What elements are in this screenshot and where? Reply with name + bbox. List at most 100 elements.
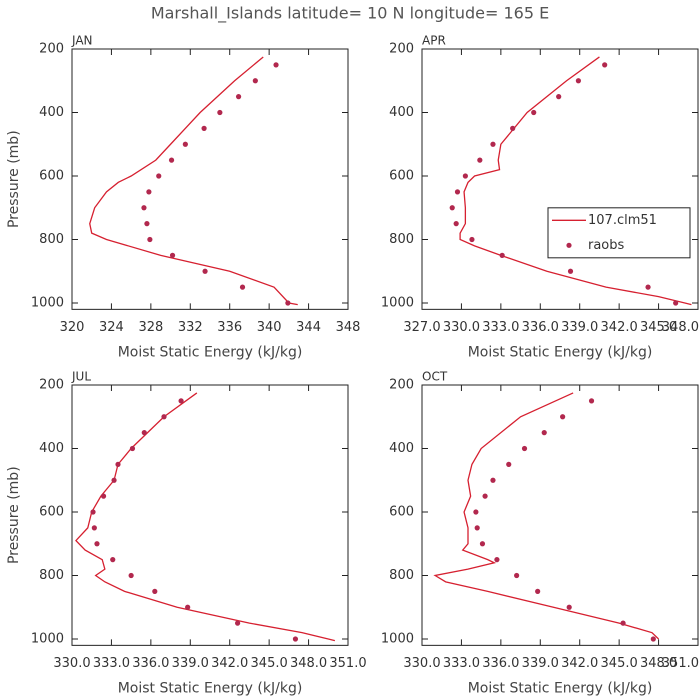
obs-point <box>490 477 496 483</box>
obs-point <box>141 430 147 436</box>
x-tick-label: 333.0 <box>443 656 480 671</box>
x-tick-label: 328 <box>138 320 163 335</box>
obs-point <box>91 525 97 531</box>
x-tick-label: 348.0 <box>662 320 699 335</box>
obs-point <box>144 221 150 227</box>
obs-point <box>454 189 461 195</box>
y-tick-label: 400 <box>39 105 64 120</box>
obs-point <box>477 157 483 163</box>
obs-point <box>235 620 241 626</box>
obs-point <box>128 572 134 579</box>
plot-frame <box>421 48 699 310</box>
y-tick-label: 800 <box>389 232 414 247</box>
x-tick-label: 348.0 <box>290 656 327 671</box>
obs-point <box>292 636 299 642</box>
figure-title: Marshall_Islands latitude= 10 N longitud… <box>151 4 549 24</box>
x-axis-label: Moist Static Energy (kJ/kg) <box>118 344 303 360</box>
y-tick-label: 1000 <box>31 632 64 647</box>
obs-point <box>490 141 496 147</box>
x-tick-label: 345.0 <box>251 656 288 671</box>
obs-point <box>494 557 500 563</box>
panel-title: APR <box>422 34 446 48</box>
x-tick-label: 324 <box>99 320 124 335</box>
x-tick-label: 342.0 <box>561 656 598 671</box>
y-tick-label: 600 <box>389 169 414 184</box>
y-axis-label: Pressure (mb) <box>6 466 22 564</box>
obs-point <box>146 189 152 195</box>
obs-point <box>202 268 208 274</box>
legend-swatch <box>566 242 572 248</box>
obs-point <box>168 157 175 163</box>
obs-point <box>567 268 574 274</box>
obs-point <box>161 414 167 420</box>
legend-label: 107.clm51 <box>588 213 657 228</box>
obs-point <box>462 173 468 179</box>
profile-line <box>75 392 336 642</box>
obs-point <box>506 461 512 467</box>
obs-point <box>556 94 562 100</box>
y-tick-label: 600 <box>39 169 64 184</box>
obs-point <box>449 205 455 211</box>
y-tick-label: 400 <box>389 105 414 120</box>
y-tick-label: 1000 <box>381 632 414 647</box>
y-tick-label: 200 <box>39 378 64 393</box>
y-tick-label: 1000 <box>381 296 414 311</box>
x-tick-label: 332 <box>178 320 203 335</box>
obs-point <box>111 477 117 483</box>
obs-point <box>147 236 153 243</box>
obs-point <box>201 125 207 131</box>
x-tick-label: 348.0 <box>640 656 677 671</box>
obs-point <box>129 445 136 452</box>
obs-point <box>239 284 246 290</box>
x-tick-label: 339.0 <box>172 656 209 671</box>
obs-point <box>141 205 147 211</box>
obs-point <box>235 94 242 100</box>
obs-point <box>531 109 537 116</box>
y-axis-label: Pressure (mb) <box>6 130 22 228</box>
y-tick-label: 1000 <box>31 296 64 311</box>
y-tick-label: 200 <box>389 378 414 393</box>
obs-point <box>479 541 486 547</box>
plot-frame <box>421 384 699 646</box>
obs-point <box>575 78 582 84</box>
obs-point <box>169 252 176 258</box>
x-tick-label: 330.0 <box>403 656 440 671</box>
obs-point <box>673 300 679 306</box>
obs-point <box>110 557 116 563</box>
panel-title: OCT <box>422 370 448 384</box>
x-tick-label: 342.0 <box>211 656 248 671</box>
legend-label: raobs <box>588 238 625 253</box>
plot-frame <box>71 48 349 310</box>
x-tick-label: 333.0 <box>93 656 130 671</box>
obs-point <box>499 252 505 258</box>
y-tick-label: 200 <box>39 42 64 57</box>
obs-point <box>514 572 520 579</box>
obs-point <box>94 541 100 547</box>
y-tick-label: 600 <box>39 505 64 520</box>
obs-point <box>182 141 188 147</box>
x-tick-label: 345.0 <box>601 656 638 671</box>
obs-point <box>560 414 566 420</box>
legend-box <box>547 207 691 259</box>
obs-point <box>453 221 459 227</box>
x-tick-label: 340 <box>257 320 282 335</box>
obs-point <box>156 173 162 179</box>
x-tick-label: 345.0 <box>640 320 677 335</box>
x-tick-label: 333.0 <box>482 320 519 335</box>
plot-frame <box>71 384 349 646</box>
x-tick-label: 330.0 <box>443 320 480 335</box>
x-tick-label: 342.0 <box>601 320 638 335</box>
x-axis-label: Moist Static Energy (kJ/kg) <box>468 680 653 696</box>
obs-point <box>566 604 572 610</box>
x-axis-label: Moist Static Energy (kJ/kg) <box>468 344 653 360</box>
x-tick-label: 320 <box>60 320 85 335</box>
obs-point <box>217 109 223 116</box>
y-tick-label: 600 <box>389 505 414 520</box>
y-tick-label: 400 <box>39 441 64 456</box>
obs-point <box>252 78 258 84</box>
obs-point <box>474 525 480 531</box>
obs-point <box>650 636 656 642</box>
y-tick-label: 800 <box>39 568 64 583</box>
obs-point <box>178 398 184 404</box>
